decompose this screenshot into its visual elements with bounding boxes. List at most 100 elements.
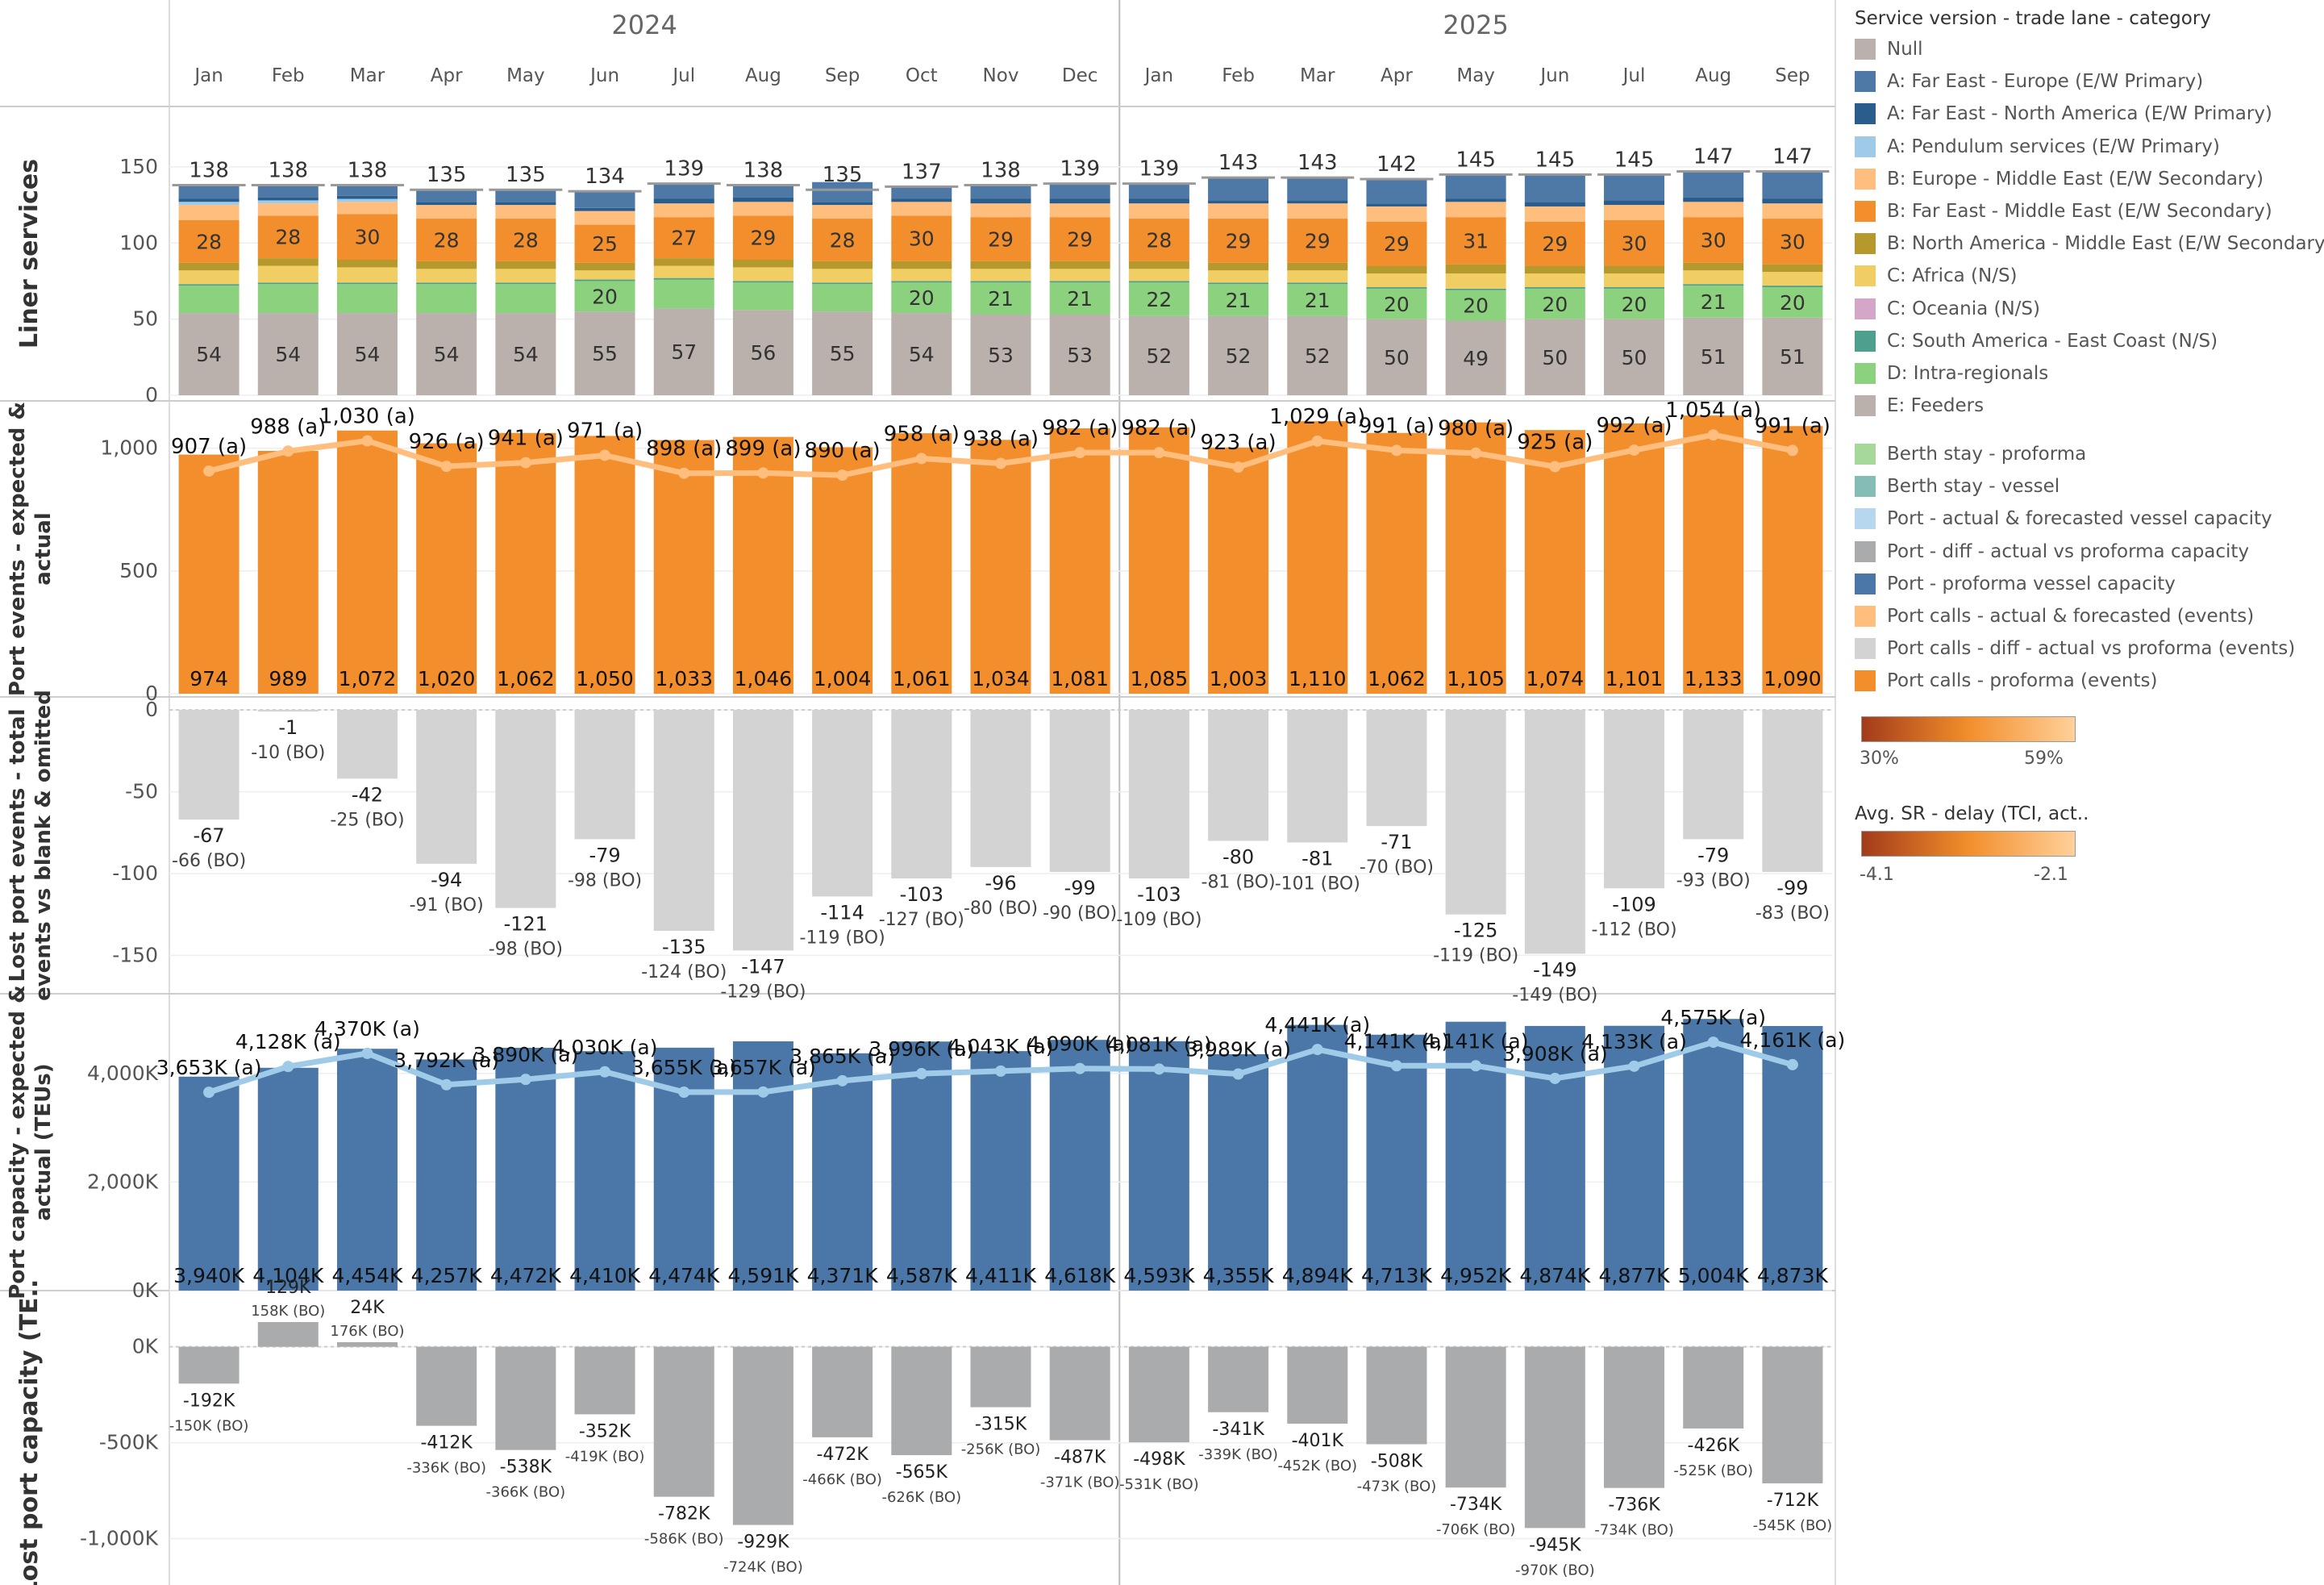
line-value-label: 982 (a) bbox=[1042, 416, 1118, 440]
bar bbox=[1287, 1346, 1348, 1424]
legend-item[interactable]: B: North America - Middle East (E/W Seco… bbox=[1855, 231, 2324, 256]
bo-value-label: -452K (BO) bbox=[1277, 1458, 1357, 1474]
line-value-label: 923 (a) bbox=[1201, 431, 1277, 455]
legend-item[interactable]: Port - proforma vessel capacity bbox=[1855, 572, 2176, 596]
stacked-bar-segment bbox=[653, 265, 714, 278]
stacked-bar-segment bbox=[1683, 286, 1744, 318]
stacked-bar-segment bbox=[812, 181, 873, 202]
series-line-segment bbox=[1631, 1039, 1717, 1070]
legend-item[interactable]: A: Far East - North America (E/W Primary… bbox=[1855, 102, 2272, 126]
feeders-label: 53 bbox=[1067, 344, 1093, 367]
legend-item[interactable]: Port calls - proforma (events) bbox=[1855, 669, 2157, 693]
bar bbox=[732, 1041, 793, 1291]
legend-item[interactable]: B: Europe - Middle East (E/W Secondary) bbox=[1855, 167, 2264, 191]
series-line-segment bbox=[1710, 1039, 1796, 1068]
stacked-bar-segment bbox=[1208, 284, 1269, 316]
line-value-label: 4,575K (a) bbox=[1660, 1006, 1766, 1029]
stacked-bar-segment bbox=[495, 219, 556, 261]
line-value-label: 3,655K (a) bbox=[631, 1056, 737, 1079]
stacked-bar-segment bbox=[178, 313, 239, 395]
y-axis-title: events vs blank & omitted bbox=[31, 690, 56, 1001]
y-axis-title: Port capacity - expected & bbox=[6, 985, 30, 1299]
bar-value-label: 24K bbox=[350, 1298, 385, 1318]
stacked-bar-segment bbox=[1604, 265, 1665, 273]
bar bbox=[336, 1049, 398, 1291]
legend-item[interactable]: A: Pendulum services (E/W Primary) bbox=[1855, 135, 2220, 159]
stacked-bar-segment bbox=[1287, 219, 1348, 263]
bo-value-label: -109 (BO) bbox=[1116, 910, 1202, 930]
bar-value-label: 1,110 bbox=[1289, 667, 1347, 690]
legend-item[interactable]: E: Feeders bbox=[1855, 394, 1984, 418]
stacked-bar-segment bbox=[1683, 284, 1744, 286]
bar bbox=[1128, 1041, 1189, 1291]
legend-item[interactable]: C: South America - East Coast (N/S) bbox=[1855, 329, 2218, 353]
fe-me-label: 30 bbox=[1622, 231, 1647, 255]
stacked-bar-segment bbox=[1683, 197, 1744, 202]
bar bbox=[1366, 710, 1427, 827]
intra-label: 20 bbox=[1384, 293, 1410, 316]
bo-value-label: -90 (BO) bbox=[1043, 903, 1117, 924]
bar-value-label: 1,034 bbox=[972, 667, 1030, 690]
legend-item[interactable]: C: Oceania (N/S) bbox=[1855, 297, 2040, 321]
legend-item[interactable]: Berth stay - proforma bbox=[1855, 442, 2086, 466]
bar-value-label: -782K bbox=[658, 1504, 710, 1525]
legend-item[interactable]: Port - actual & forecasted vessel capaci… bbox=[1855, 507, 2272, 531]
stacked-bar-segment bbox=[1604, 174, 1665, 201]
legend-item[interactable]: A: Far East - Europe (E/W Primary) bbox=[1855, 69, 2203, 94]
legend-swatch bbox=[1855, 330, 1876, 352]
stacked-bar-segment bbox=[1128, 282, 1189, 316]
month-label: Aug bbox=[1695, 65, 1731, 86]
legend-label: Port - diff - actual vs proforma capacit… bbox=[1887, 540, 2250, 562]
bo-value-label: -112 (BO) bbox=[1591, 920, 1676, 940]
line-point bbox=[361, 435, 373, 447]
stacked-bar-segment bbox=[1445, 290, 1506, 321]
bar-value-label: -1 bbox=[278, 716, 298, 739]
stacked-bar-segment bbox=[1604, 319, 1665, 395]
line-value-label: 938 (a) bbox=[963, 428, 1039, 452]
intra-label: 20 bbox=[1463, 294, 1489, 318]
stacked-bar-segment bbox=[574, 211, 635, 225]
fe-me-label: 27 bbox=[671, 227, 697, 250]
line-point bbox=[1153, 447, 1165, 459]
stacked-bar-segment bbox=[1604, 219, 1665, 266]
bar-value-label: -109 bbox=[1612, 893, 1656, 916]
legend-item[interactable]: C: Africa (N/S) bbox=[1855, 264, 2018, 288]
y-axis-title: Liner services bbox=[15, 159, 44, 348]
bar bbox=[336, 710, 398, 779]
stacked-bar-segment bbox=[1208, 177, 1269, 201]
line-point bbox=[599, 449, 611, 461]
stacked-bar-segment bbox=[1208, 270, 1269, 283]
stacked-bar-segment bbox=[1049, 282, 1110, 315]
line-point bbox=[1470, 447, 1482, 459]
legend-item[interactable]: B: Far East - Middle East (E/W Secondary… bbox=[1855, 199, 2272, 223]
month-label: Jun bbox=[1539, 65, 1569, 86]
y-tick-label: 0 bbox=[145, 682, 158, 705]
legend-item[interactable]: Port calls - actual & forecasted (events… bbox=[1855, 604, 2254, 628]
stacked-bar-segment bbox=[1208, 282, 1269, 285]
legend-item[interactable]: Port - diff - actual vs proforma capacit… bbox=[1855, 540, 2249, 564]
stacked-bar-segment bbox=[891, 261, 952, 269]
y-tick-label: 0K bbox=[132, 1278, 159, 1302]
bar bbox=[495, 1346, 556, 1450]
bar bbox=[495, 1048, 556, 1291]
stacked-bar-segment bbox=[653, 308, 714, 395]
line-value-label: 4,133K (a) bbox=[1581, 1030, 1687, 1053]
line-point bbox=[1628, 1060, 1640, 1072]
legend-item[interactable]: Berth stay - vessel bbox=[1855, 474, 2060, 498]
legend-swatch bbox=[1855, 670, 1876, 692]
month-label: Apr bbox=[431, 65, 463, 86]
bar-value-label: 1,062 bbox=[1368, 667, 1426, 690]
line-point bbox=[440, 461, 452, 473]
bar bbox=[495, 710, 556, 908]
series-line-segment bbox=[1314, 1046, 1400, 1069]
legend-item[interactable]: D: Intra-regionals bbox=[1855, 361, 2048, 386]
feeders-label: 54 bbox=[434, 343, 460, 366]
stacked-bar-segment bbox=[1524, 286, 1585, 289]
stacked-bar-segment bbox=[1524, 202, 1585, 206]
bar-value-label: 4,472K bbox=[490, 1264, 562, 1287]
stacked-bar-segment bbox=[653, 277, 714, 280]
legend-item[interactable]: Port calls - diff - actual vs proforma (… bbox=[1855, 636, 2295, 661]
stacked-bar-segment bbox=[1683, 262, 1744, 271]
stacked-bar-segment bbox=[495, 190, 556, 202]
legend-item[interactable]: Null bbox=[1855, 37, 1923, 61]
